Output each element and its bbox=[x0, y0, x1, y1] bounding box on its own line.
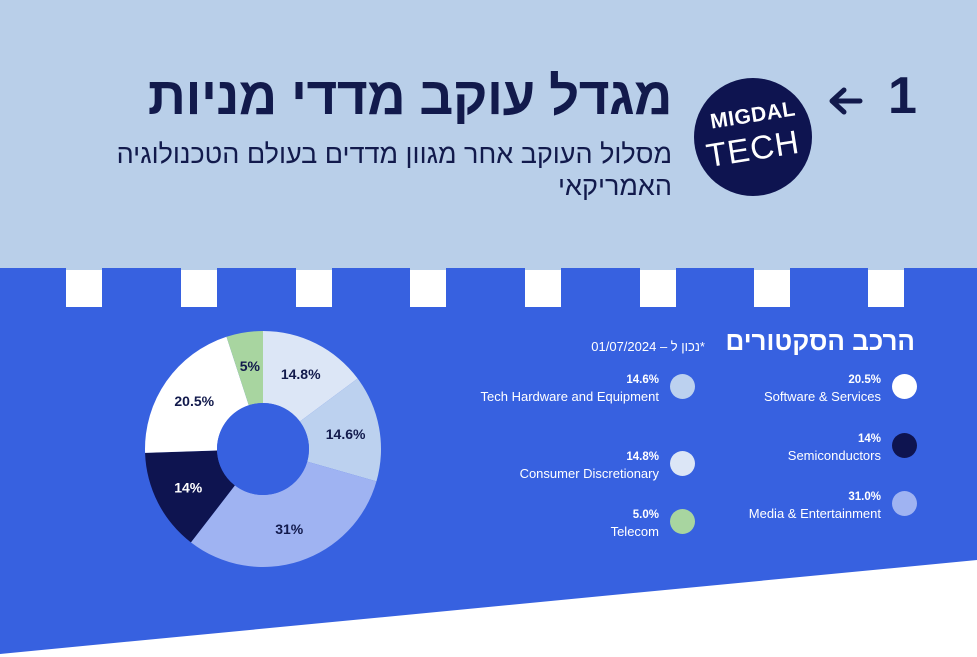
legend-label: Media & Entertainment bbox=[748, 506, 881, 521]
legend-pct: 5.0% bbox=[632, 509, 659, 521]
legend-pct: 20.5% bbox=[848, 374, 881, 386]
legend-swatch bbox=[892, 374, 917, 399]
legend-title: הרכב הסקטורים bbox=[725, 326, 915, 356]
slice-semiconductors bbox=[145, 450, 235, 543]
legend-item-media: 31.0% Media & Entertainment bbox=[697, 490, 917, 550]
legend-pct: 14.6% bbox=[626, 374, 659, 386]
legend-pct: 31.0% bbox=[848, 491, 881, 503]
legend-item-consumer: 14.8% Consumer Discretionary bbox=[475, 450, 695, 510]
arrow-left-icon bbox=[829, 87, 863, 115]
legend-item-tech-hardware: 14.6% Tech Hardware and Equipment bbox=[475, 373, 695, 433]
page-number: 1 bbox=[888, 67, 917, 125]
slice-media-entertainment bbox=[190, 461, 377, 567]
legend-swatch bbox=[670, 451, 695, 476]
legend-item-telecom: 5.0% Telecom bbox=[475, 508, 695, 568]
legend-swatch bbox=[892, 433, 917, 458]
slice-label: 31% bbox=[275, 521, 304, 537]
legend-label: Semiconductors bbox=[787, 448, 881, 463]
legend-swatch bbox=[670, 374, 695, 399]
legend-label: Software & Services bbox=[763, 389, 881, 404]
slice-label: 14% bbox=[174, 479, 203, 495]
donut-hole bbox=[217, 403, 309, 495]
migdal-tech-logo: MIGDAL TECH bbox=[694, 78, 812, 196]
header-band bbox=[0, 0, 977, 270]
legend-label: Consumer Discretionary bbox=[519, 466, 659, 481]
legend-item-software: 20.5% Software & Services bbox=[697, 373, 917, 433]
slice-label: 14.6% bbox=[326, 426, 366, 442]
slice-label: 5% bbox=[240, 358, 261, 374]
legend-swatch bbox=[670, 509, 695, 534]
legend-pct: 14.8% bbox=[626, 451, 659, 463]
legend-swatch bbox=[892, 491, 917, 516]
page-title: מגדל עוקב מדדי מניות bbox=[147, 67, 673, 126]
legend-pct: 14% bbox=[857, 433, 881, 445]
legend-label: Telecom bbox=[610, 524, 659, 539]
slice-label: 20.5% bbox=[174, 393, 214, 409]
legend-date-note: *נכון ל – 01/07/2024 bbox=[591, 339, 705, 354]
slice-software-services bbox=[144, 336, 249, 453]
legend-label: Tech Hardware and Equipment bbox=[480, 389, 660, 404]
page-subtitle: מסלול העוקב אחר מגוון מדדים בעולם הטכנול… bbox=[116, 139, 672, 201]
legend-item-semiconductors: 14% Semiconductors bbox=[697, 432, 917, 492]
slice-telecom bbox=[226, 331, 263, 406]
slice-consumer-discretionary bbox=[263, 331, 358, 422]
slice-tech-hardware-and-equipment bbox=[299, 378, 381, 482]
slice-label: 14.8% bbox=[281, 366, 321, 382]
